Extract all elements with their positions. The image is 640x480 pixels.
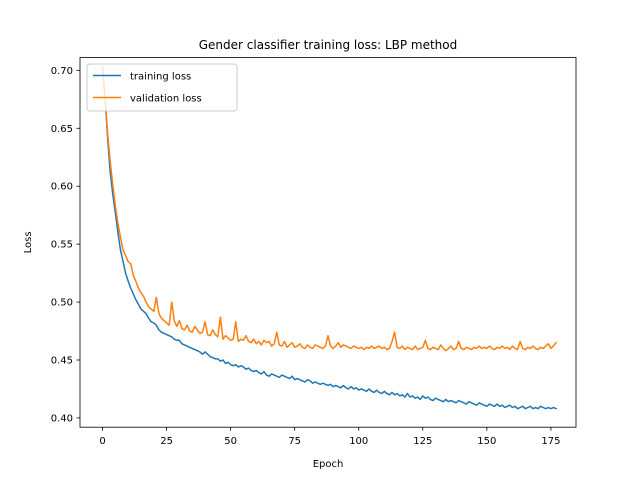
legend: training loss validation loss — [86, 63, 238, 112]
axes-background — [80, 57, 576, 428]
series-line-validation-loss — [101, 66, 558, 352]
x-tick-label: 0 — [99, 436, 105, 447]
y-tick-label: 0.40 — [51, 413, 73, 424]
series-line-training-loss — [101, 69, 558, 410]
chart-title: Gender classifier training loss: LBP met… — [199, 38, 458, 52]
x-tick-label: 150 — [477, 436, 496, 447]
x-axis: 0 25 50 75 100 125 150 175 — [99, 427, 560, 447]
y-tick-label: 0.70 — [51, 66, 73, 77]
x-tick-label: 75 — [288, 436, 301, 447]
series-layer — [101, 66, 558, 410]
axes-frame — [79, 57, 577, 428]
y-axis: 0.40 0.45 0.50 0.55 0.60 0.65 0.70 — [51, 66, 80, 424]
x-tick-label: 175 — [541, 436, 560, 447]
x-axis-label: Epoch — [313, 459, 344, 470]
y-tick-label: 0.55 — [51, 240, 73, 251]
legend-label-training-loss: training loss — [130, 72, 191, 83]
x-tick-label: 50 — [224, 436, 237, 447]
y-tick-label: 0.50 — [51, 298, 73, 309]
legend-label-validation-loss: validation loss — [130, 94, 202, 105]
y-tick-label: 0.45 — [51, 356, 73, 367]
x-tick-label: 100 — [349, 436, 368, 447]
x-tick-label: 125 — [413, 436, 432, 447]
plot-area — [79, 57, 577, 428]
y-tick-label: 0.60 — [51, 182, 73, 193]
y-tick-label: 0.65 — [51, 124, 73, 135]
legend-box — [86, 63, 238, 112]
x-tick-label: 25 — [160, 436, 173, 447]
y-axis-label: Loss — [23, 231, 34, 253]
